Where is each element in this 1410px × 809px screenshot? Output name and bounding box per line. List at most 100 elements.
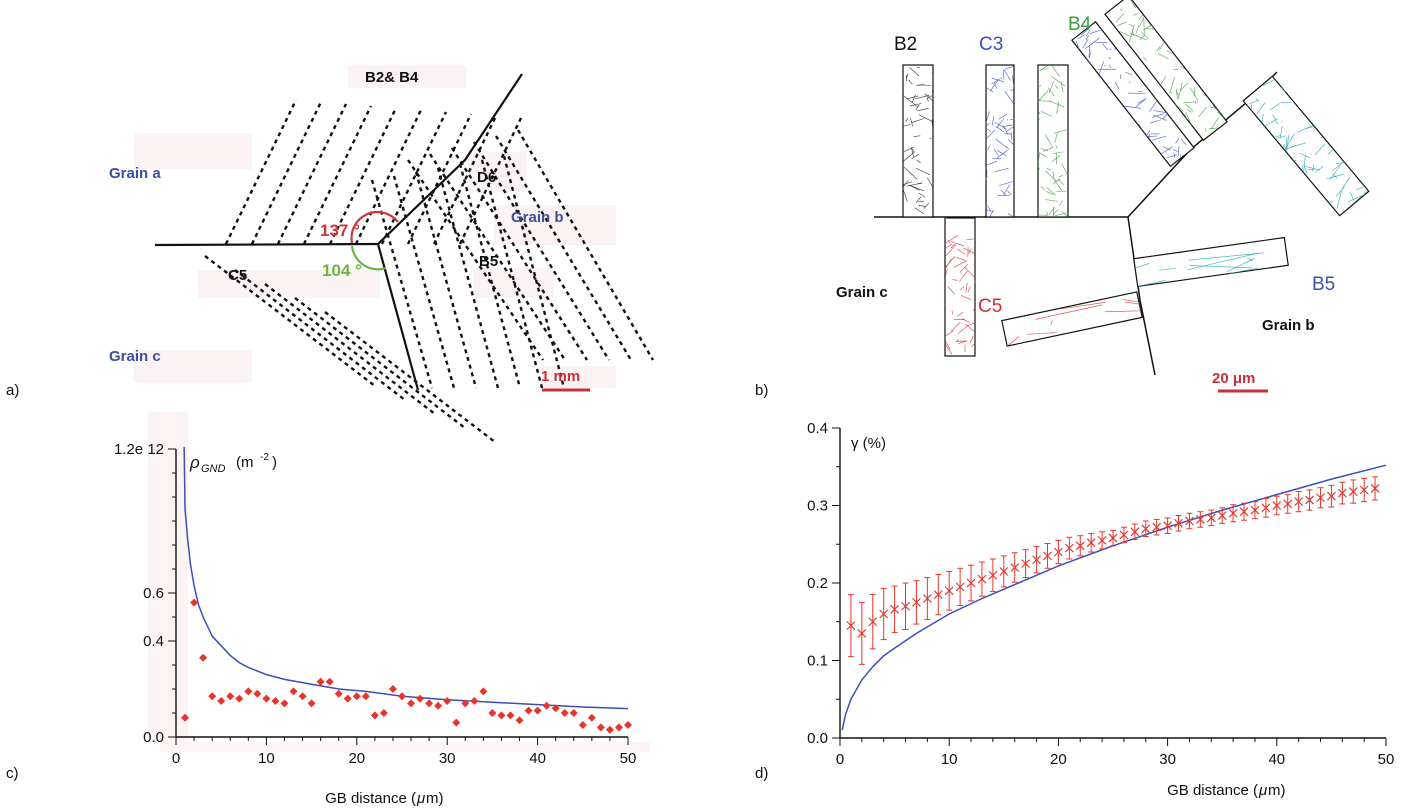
data-point <box>398 692 406 701</box>
texture-line <box>1143 25 1152 31</box>
point-marker <box>1359 485 1369 495</box>
texture-line <box>1104 65 1106 67</box>
texture-line <box>1281 120 1283 122</box>
data-point <box>614 723 623 732</box>
panel-b: B2 C3 B4 C5 B5 Grain c Grain b 20 μm b) <box>755 0 1370 399</box>
data-point <box>1119 526 1129 544</box>
data-point <box>578 721 587 729</box>
texture-line <box>1289 142 1307 149</box>
texture-line <box>972 307 976 311</box>
data-point <box>1163 517 1173 534</box>
data-point <box>1010 552 1020 583</box>
point-marker <box>1174 518 1183 528</box>
texture-line <box>1153 110 1167 114</box>
data-point <box>560 709 569 717</box>
texture-line <box>1035 304 1103 320</box>
data-point <box>506 711 515 720</box>
texture-line <box>1303 155 1306 173</box>
data-point <box>988 558 998 593</box>
point-marker <box>846 621 856 631</box>
texture-line <box>1255 98 1259 102</box>
texture-line <box>1143 18 1145 34</box>
scale-label-b: 20 μm <box>1212 370 1255 387</box>
data-point <box>370 711 379 720</box>
data-point <box>235 694 244 703</box>
x-tick-label: 20 <box>348 750 365 767</box>
texture-line <box>1075 40 1080 50</box>
texture-line <box>1003 68 1011 81</box>
texture-line <box>991 77 1002 85</box>
data-point <box>470 697 479 705</box>
texture-line <box>1162 146 1171 151</box>
fit-curve <box>841 464 1387 731</box>
slip-trace <box>328 107 398 245</box>
texture-line <box>1189 265 1252 269</box>
texture-line <box>1056 101 1060 114</box>
data-point <box>298 692 307 701</box>
texture-line <box>1146 28 1155 30</box>
texture-line <box>1176 91 1179 96</box>
texture-line <box>914 207 925 215</box>
texture-line <box>909 67 920 77</box>
texture-line <box>916 168 931 176</box>
texture-line <box>1138 13 1144 21</box>
data-point <box>1152 518 1162 536</box>
texture-line <box>985 209 994 212</box>
point-marker <box>1206 513 1216 523</box>
x-tick-label: 50 <box>1378 751 1395 768</box>
texture-line <box>993 82 997 89</box>
data-point <box>361 692 370 701</box>
texture-line <box>947 286 955 295</box>
data-point <box>379 709 388 717</box>
data-point <box>890 585 900 634</box>
point-marker <box>912 597 921 607</box>
point-marker <box>879 609 889 619</box>
texture-line <box>1158 267 1176 271</box>
texture-line <box>1124 105 1142 109</box>
x-tick-label: 0 <box>172 750 180 767</box>
strip-texture <box>944 217 976 357</box>
angle-arc-104 <box>350 245 387 271</box>
d-ylabel: γ (%) <box>851 435 886 452</box>
texture-line <box>944 244 957 258</box>
texture-line <box>1169 76 1175 94</box>
texture-line <box>904 146 915 152</box>
data-point <box>1261 498 1271 518</box>
data-point <box>977 561 987 597</box>
point-marker <box>1043 551 1052 561</box>
texture-line <box>1135 35 1148 41</box>
label-c5: C5 <box>228 267 247 284</box>
texture-line <box>915 196 922 204</box>
c-ylabel-unit: (m <box>236 454 254 471</box>
label-b2b4: B2& B4 <box>365 69 419 86</box>
strip-frame <box>1071 20 1195 168</box>
texture-line <box>1194 101 1197 105</box>
texture-line <box>996 150 1006 156</box>
strip-texture <box>1115 0 1225 132</box>
texture-line <box>1177 82 1183 100</box>
texture-line <box>903 95 919 108</box>
texture-line <box>944 330 955 337</box>
x-tick-label: 20 <box>1050 751 1067 768</box>
point-marker <box>1294 497 1304 507</box>
y-tick-label: 0.1 <box>807 653 828 670</box>
axis-shade <box>148 412 188 742</box>
texture-line <box>1147 135 1157 137</box>
point-marker <box>857 628 867 638</box>
strip-b2 <box>902 64 934 218</box>
texture-line <box>1089 29 1101 34</box>
data-point <box>1217 507 1227 524</box>
texture-line <box>996 149 1008 159</box>
data-point <box>868 594 878 650</box>
data-point <box>551 704 560 713</box>
label-b2: B2 <box>894 34 917 55</box>
texture-line <box>985 87 994 93</box>
chart-c-axes: 0 10 20 30 40 50 0.0 0.4 0.6 1.2e 12 <box>114 441 636 767</box>
texture-line <box>957 311 964 317</box>
texture-line <box>1162 113 1168 120</box>
texture-line <box>1048 206 1055 216</box>
texture-line <box>956 338 960 343</box>
label-grain-b-b: Grain b <box>1262 317 1315 334</box>
data-point <box>1053 539 1063 565</box>
